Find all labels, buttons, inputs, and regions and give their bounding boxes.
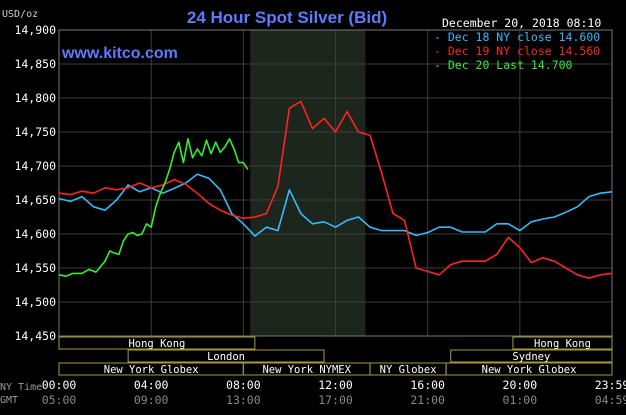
x-row-label-gmt: GMT <box>0 395 18 406</box>
x-tick-label-gmt: 21:00 <box>410 393 445 407</box>
x-tick-label-ny: 00:00 <box>42 378 77 392</box>
y-tick-label: 14,600 <box>14 227 56 241</box>
watermark: www.kitco.com <box>61 45 178 62</box>
x-tick-label-ny: 08:00 <box>226 378 261 392</box>
series-lines <box>58 100 613 280</box>
session-bar <box>127 349 325 363</box>
session-label: London <box>207 351 245 363</box>
y-tick-label: 14,750 <box>14 125 56 139</box>
session-label: Hong Kong <box>534 338 591 350</box>
session-bar <box>512 336 613 350</box>
x-tick-label-ny: 16:00 <box>410 378 445 392</box>
session-bar <box>445 362 613 376</box>
y-tick-label: 14,900 <box>14 23 56 37</box>
series-line <box>58 100 613 280</box>
x-tick-label-gmt: 13:00 <box>226 393 261 407</box>
nymex-session-highlight <box>250 30 366 336</box>
legend: - Dec 18 NY close 14.600- Dec 19 NY clos… <box>434 30 600 72</box>
session-bar <box>58 336 256 350</box>
x-tick-label-gmt: 09:00 <box>134 393 169 407</box>
legend-entry: - Dec 19 NY close 14.560 <box>434 44 600 58</box>
y-tick-label: 14,850 <box>14 57 56 71</box>
y-tick-label: 14,500 <box>14 295 56 309</box>
series-line <box>58 138 249 278</box>
x-tick-label-ny: 04:00 <box>134 378 169 392</box>
unit-label: USD/oz <box>2 9 38 20</box>
y-tick-label: 14,550 <box>14 261 56 275</box>
y-axis-ticks: 14,900 14,850 14,800 14,750 14,700 14,650 14,6… <box>14 23 56 343</box>
x-tick-label-gmt: 04:59 <box>595 393 626 407</box>
y-tick-label: 14,800 <box>14 91 56 105</box>
chart-title: 24 Hour Spot Silver (Bid) <box>187 8 387 27</box>
x-tick-label-ny: 12:00 <box>318 378 353 392</box>
x-row-label-ny: NY Time <box>0 382 42 393</box>
session-label: NY Globex <box>380 364 437 376</box>
x-tick-label-ny: 23:59 <box>595 378 626 392</box>
session-label: New York Globex <box>104 364 199 376</box>
date-stamp: December 20, 2018 08:10 <box>442 16 601 30</box>
legend-entry: - Dec 20 Last 14.700 <box>434 58 573 72</box>
legend-entry: - Dec 18 NY close 14.600 <box>434 30 600 44</box>
x-tick-label-ny: 20:00 <box>503 378 538 392</box>
x-tick-label-gmt: 17:00 <box>318 393 353 407</box>
plot-frame <box>58 29 613 337</box>
x-tick-label-gmt: 01:00 <box>503 393 538 407</box>
session-label: New York NYMEX <box>262 364 351 376</box>
session-label: Sydney <box>512 351 550 363</box>
x-tick-label-gmt: 05:00 <box>42 393 77 407</box>
session-label: New York Globex <box>482 364 577 376</box>
y-tick-label: 14,650 <box>14 193 56 207</box>
y-tick-label: 14,450 <box>14 329 56 343</box>
y-tick-label: 14,700 <box>14 159 56 173</box>
session-label: Hong Kong <box>128 338 185 350</box>
session-bar <box>450 349 613 363</box>
